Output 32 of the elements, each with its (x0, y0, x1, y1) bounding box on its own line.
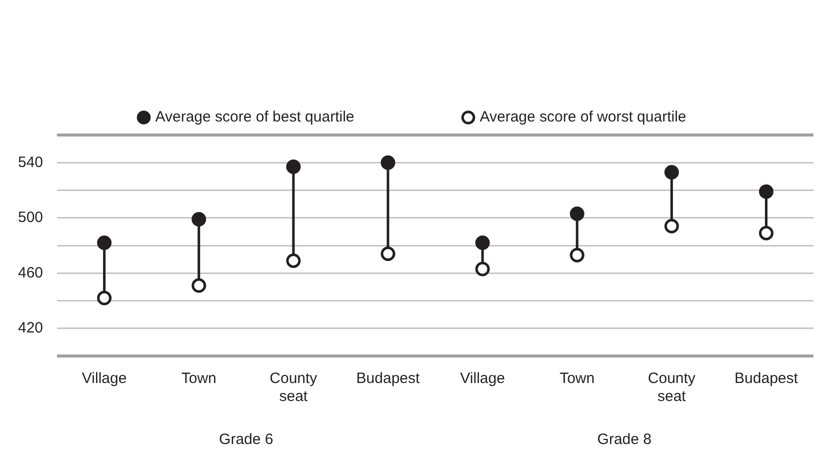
point (475, 235, 490, 250)
legend-label: Average score of best quartile (155, 108, 354, 126)
text: Grade 8 (597, 431, 652, 448)
text: Grade 6 (219, 431, 274, 448)
point (286, 253, 301, 268)
point (286, 160, 301, 174)
point (664, 165, 679, 180)
x-tick-label: Budapest (356, 370, 421, 388)
point (97, 290, 112, 306)
point (380, 246, 396, 262)
point (570, 248, 584, 262)
point (192, 212, 206, 227)
point (192, 278, 206, 293)
x-tick-label: Village (82, 370, 127, 388)
x-tick-label: Village (460, 370, 505, 388)
y-tick-label: 420 (18, 320, 44, 337)
x-tick-label: County seat (270, 370, 318, 406)
y-tick-label: 500 (18, 209, 44, 226)
legend-label: Average score of worst quartile (480, 108, 686, 126)
y-tick-label: 540 (18, 154, 44, 171)
point (664, 218, 679, 234)
x-tick-label: Town (181, 370, 216, 388)
x-tick-label: County seat (648, 370, 696, 406)
point (380, 155, 396, 170)
point (758, 226, 774, 240)
y-tick-label: 460 (18, 264, 44, 282)
point (570, 206, 584, 221)
x-tick-label: Town (560, 370, 595, 388)
x-tick-label: Budapest (734, 370, 799, 388)
point (758, 184, 774, 199)
point (97, 235, 112, 250)
point (475, 262, 490, 276)
